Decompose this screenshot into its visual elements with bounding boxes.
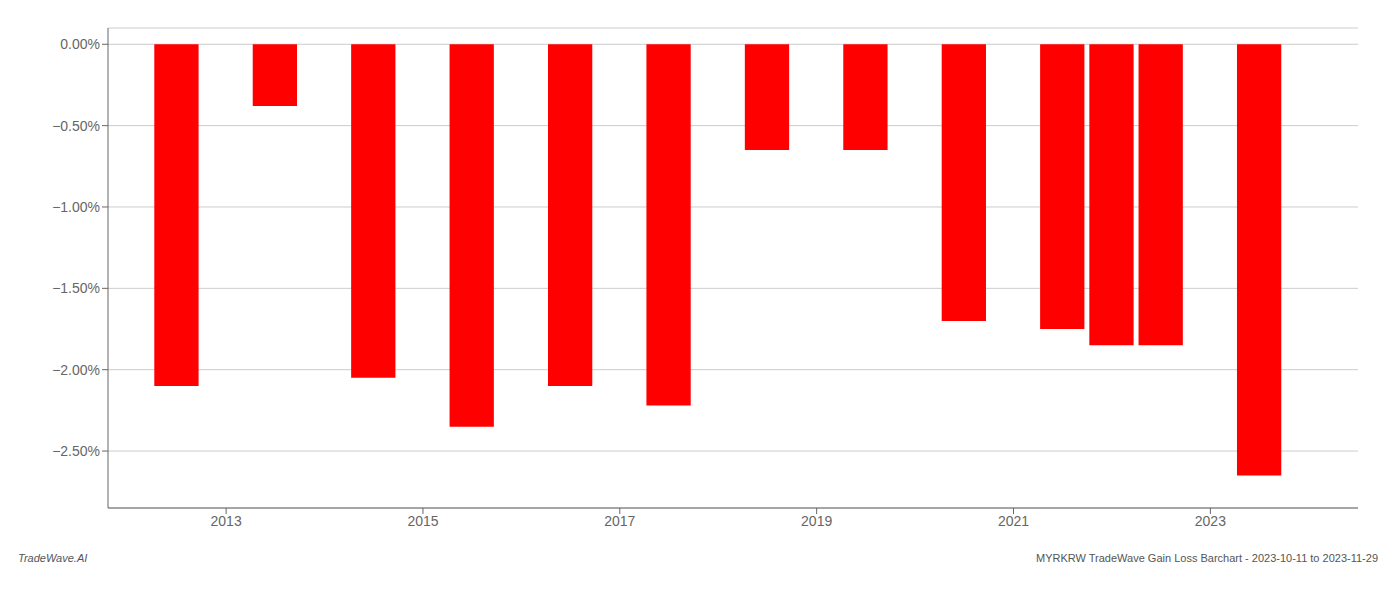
html-text:MYRKRW TradeWave Gain Loss Bar: MYRKRW TradeWave Gain Loss Barchart - 20…	[1036, 552, 1378, 564]
html-text:TradeWave.AI: TradeWave.AI	[18, 552, 88, 564]
svg-text:2019: 2019	[801, 513, 832, 529]
svg-text:−0.50%: −0.50%	[52, 118, 100, 134]
svg-text:−2.50%: −2.50%	[52, 443, 100, 459]
svg-text:2023: 2023	[1195, 513, 1226, 529]
svg-text:−1.50%: −1.50%	[52, 280, 100, 296]
svg-text:2013: 2013	[211, 513, 242, 529]
svg-text:0.00%: 0.00%	[60, 36, 100, 52]
svg-text:2021: 2021	[998, 513, 1029, 529]
svg-text:−1.00%: −1.00%	[52, 199, 100, 215]
svg-text:2017: 2017	[604, 513, 635, 529]
svg-text:2015: 2015	[407, 513, 438, 529]
svg-text:−2.00%: −2.00%	[52, 362, 100, 378]
